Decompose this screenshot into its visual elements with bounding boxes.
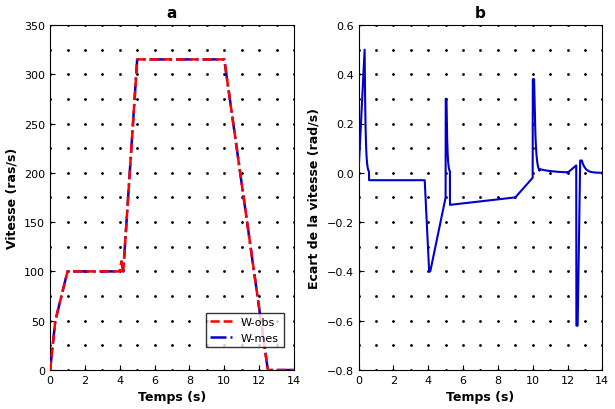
W-obs <box>133 58 141 63</box>
X-axis label: Temps (s): Temps (s) <box>138 391 206 403</box>
W-mes <box>118 259 125 264</box>
W-mes <box>221 58 228 63</box>
W-mes <box>290 368 298 373</box>
Title: b: b <box>475 6 486 20</box>
W-obs <box>119 269 127 274</box>
Legend: W-obs, W-mes: W-obs, W-mes <box>205 313 284 347</box>
W-obs <box>118 259 125 264</box>
Title: a: a <box>167 6 177 20</box>
W-obs <box>290 368 298 373</box>
W-obs <box>46 368 54 373</box>
W-mes <box>119 269 127 274</box>
X-axis label: Temps (s): Temps (s) <box>446 391 515 403</box>
W-mes <box>64 269 71 274</box>
W-obs <box>116 269 124 274</box>
W-obs <box>221 58 228 63</box>
W-mes <box>133 58 141 63</box>
Y-axis label: Vitesse (ras/s): Vitesse (ras/s) <box>6 148 18 249</box>
W-mes <box>116 269 124 274</box>
Line: W-mes: W-mes <box>50 60 294 370</box>
W-obs <box>64 269 71 274</box>
W-mes <box>52 319 59 324</box>
Line: W-obs: W-obs <box>50 60 294 370</box>
Y-axis label: Ecart de la vitesse (rad/s): Ecart de la vitesse (rad/s) <box>308 108 321 288</box>
W-mes <box>264 368 272 373</box>
W-obs <box>52 319 59 324</box>
W-mes <box>46 368 54 373</box>
W-obs <box>264 368 272 373</box>
